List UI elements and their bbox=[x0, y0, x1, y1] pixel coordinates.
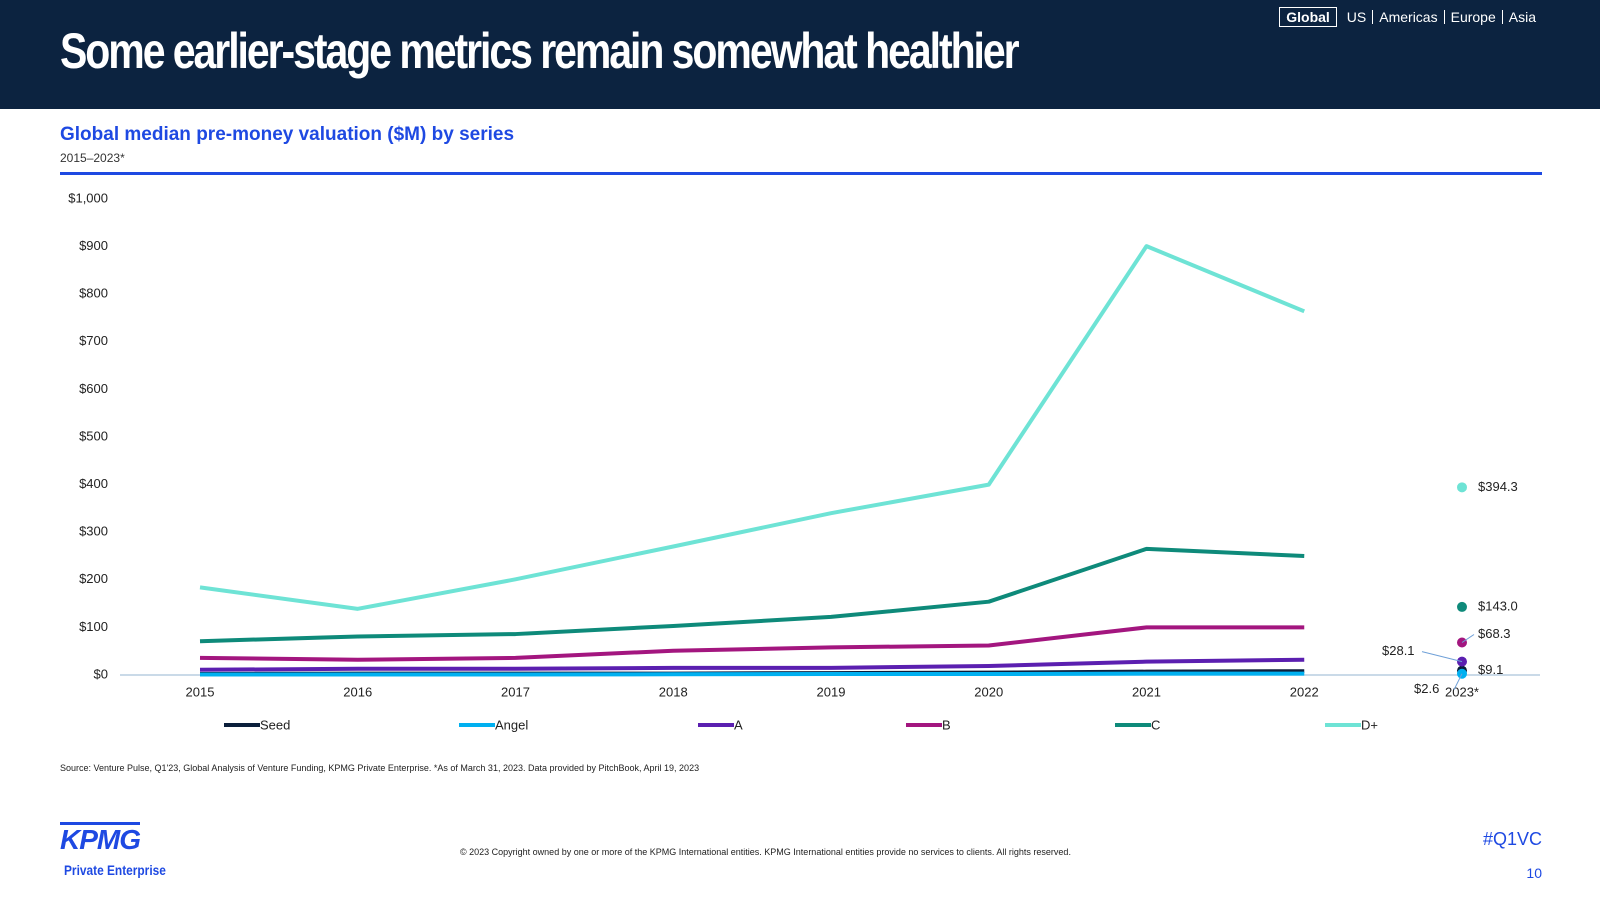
chart-subtitle: 2015–2023* bbox=[60, 151, 125, 165]
data-label: $68.3 bbox=[1478, 626, 1511, 641]
page-number: 10 bbox=[1526, 865, 1542, 881]
copyright: © 2023 Copyright owned by one or more of… bbox=[460, 847, 1071, 857]
region-nav: Global US Americas Europe Asia bbox=[1279, 7, 1542, 27]
y-tick-label: $700 bbox=[79, 333, 108, 348]
y-tick-label: $1,000 bbox=[68, 190, 108, 205]
data-label: $2.6 bbox=[1414, 681, 1439, 696]
legend-label: Angel bbox=[495, 717, 528, 732]
data-point bbox=[1457, 482, 1467, 493]
y-tick-label: $200 bbox=[79, 571, 108, 586]
x-tick-label: 2016 bbox=[343, 684, 372, 699]
data-label: $143.0 bbox=[1478, 598, 1518, 613]
logo-subtitle: Private Enterprise bbox=[64, 862, 166, 878]
leader-line bbox=[1461, 634, 1475, 643]
title-rule bbox=[60, 172, 1542, 175]
legend-label: B bbox=[942, 717, 951, 732]
nav-item[interactable]: Americas bbox=[1372, 10, 1443, 24]
legend-label: C bbox=[1151, 717, 1160, 732]
nav-item[interactable]: Asia bbox=[1501, 10, 1542, 24]
y-tick-label: $0 bbox=[94, 666, 108, 681]
header-band: Some earlier-stage metrics remain somewh… bbox=[0, 0, 1600, 109]
leader-line bbox=[1421, 651, 1463, 663]
hashtag: #Q1VC bbox=[1482, 829, 1542, 849]
y-tick-label: $500 bbox=[79, 428, 108, 443]
series-line bbox=[199, 244, 1306, 611]
source-note: Source: Venture Pulse, Q1'23, Global Ana… bbox=[60, 763, 700, 773]
x-tick-label: 2015 bbox=[186, 684, 215, 699]
series-line bbox=[199, 625, 1305, 662]
y-tick-label: $800 bbox=[79, 286, 108, 301]
chart-title: Global median pre-money valuation ($M) b… bbox=[60, 124, 515, 145]
data-point bbox=[1457, 601, 1467, 612]
y-tick-label: $100 bbox=[79, 619, 108, 634]
y-tick-label: $400 bbox=[79, 476, 108, 491]
x-tick-label: 2022 bbox=[1290, 684, 1319, 699]
x-tick-label: 2023* bbox=[1445, 684, 1479, 699]
data-label: $28.1 bbox=[1382, 643, 1415, 658]
legend-label: Seed bbox=[260, 717, 290, 732]
data-label: $394.3 bbox=[1478, 479, 1518, 494]
x-tick-label: 2020 bbox=[974, 684, 1003, 699]
leader-line bbox=[1453, 673, 1463, 690]
y-tick-label: $900 bbox=[79, 238, 108, 253]
x-tick-label: 2018 bbox=[659, 684, 688, 699]
legend-label: A bbox=[734, 717, 743, 732]
nav-item[interactable]: Global bbox=[1279, 7, 1337, 27]
logo: KPMG bbox=[60, 822, 141, 855]
nav-item[interactable]: Europe bbox=[1443, 10, 1502, 24]
data-label: $9.1 bbox=[1478, 662, 1503, 677]
legend-label: D+ bbox=[1361, 717, 1378, 732]
nav-item[interactable]: US bbox=[1346, 9, 1367, 25]
series-line bbox=[200, 671, 1305, 677]
x-tick-label: 2017 bbox=[501, 684, 530, 699]
x-tick-label: 2021 bbox=[1132, 684, 1161, 699]
series-line bbox=[199, 657, 1305, 672]
series-line bbox=[199, 546, 1305, 644]
x-tick-label: 2019 bbox=[817, 684, 846, 699]
slide-title: Some earlier-stage metrics remain somewh… bbox=[60, 23, 1020, 79]
y-tick-label: $600 bbox=[79, 381, 108, 396]
y-tick-label: $300 bbox=[79, 524, 108, 539]
